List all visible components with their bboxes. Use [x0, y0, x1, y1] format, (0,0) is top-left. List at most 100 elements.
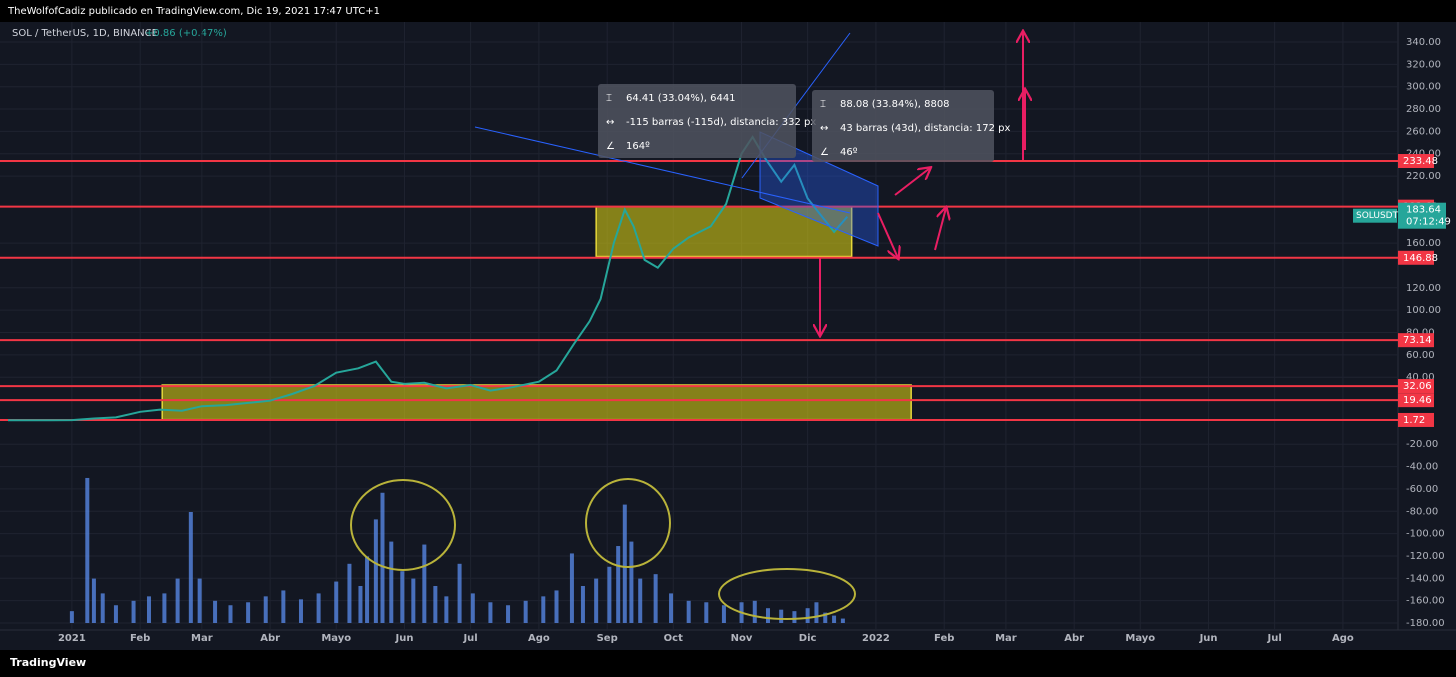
- volume-bar: [213, 600, 218, 623]
- x-tick-label: Jun: [1199, 633, 1218, 644]
- volume-bar: [569, 553, 574, 623]
- volume-bar: [704, 602, 709, 623]
- volume-bar: [146, 596, 151, 623]
- x-tick-label: Jul: [1266, 633, 1281, 644]
- volume-bar: [246, 602, 251, 623]
- volume-bar: [389, 541, 394, 623]
- y-tick-label: -60.00: [1406, 484, 1438, 495]
- volume-bar: [316, 593, 321, 623]
- x-tick-label: Abr: [260, 633, 280, 644]
- volume-bar: [69, 611, 74, 623]
- volume-bar: [607, 566, 612, 623]
- volume-bar: [188, 512, 193, 623]
- level-tag: [1398, 412, 1434, 427]
- volume-bar: [113, 605, 118, 623]
- publisher: TheWolfofCadiz publicado en TradingView.…: [7, 6, 380, 17]
- y-tick-label: -40.00: [1406, 462, 1438, 473]
- x-tick-label: Oct: [664, 633, 683, 644]
- x-tick-label: Mayo: [1125, 633, 1155, 644]
- countdown: 07:12:49: [1406, 217, 1451, 228]
- y-tick-label: -120.00: [1406, 551, 1445, 562]
- measure-box: [812, 90, 994, 162]
- x-tick-label: Dic: [799, 633, 817, 644]
- x-tick-label: Feb: [934, 633, 954, 644]
- volume-bar: [131, 600, 136, 623]
- level-label: 1.72: [1403, 415, 1425, 426]
- x-tick-label: Mar: [995, 633, 1017, 644]
- y-tick-label: 280.00: [1406, 104, 1441, 115]
- y-tick-label: 260.00: [1406, 126, 1441, 137]
- volume-bar: [470, 593, 475, 623]
- volume-bar: [580, 586, 585, 623]
- zone: [595, 205, 853, 258]
- change: +0.86 (+0.47%): [145, 28, 227, 39]
- level-label: 32.06: [1403, 381, 1432, 392]
- highlight: [585, 478, 671, 568]
- price-tag: [1398, 202, 1446, 229]
- level-tag: [1398, 154, 1434, 169]
- volume-bar: [622, 504, 627, 623]
- volume-bar: [653, 574, 658, 623]
- volume-bar: [638, 578, 643, 623]
- volume-bar: [523, 600, 528, 623]
- measure-text: 43 barras (43d), distancia: 172 px: [840, 123, 1010, 134]
- zone: [161, 384, 912, 421]
- level-tag: [1398, 379, 1434, 394]
- x-tick-label: Abr: [1064, 633, 1084, 644]
- measure-box: [598, 84, 796, 158]
- y-tick-label: 340.00: [1406, 37, 1441, 48]
- measure-icon: ⌶: [820, 99, 826, 110]
- arrows: [820, 32, 1025, 335]
- level-label: 233.48: [1403, 156, 1438, 167]
- volume-bar: [347, 563, 352, 623]
- measure-icon: ∠: [606, 141, 615, 152]
- y-tick-label: 40.00: [1406, 372, 1435, 383]
- volume-bar: [594, 578, 599, 623]
- volume-bar: [433, 586, 438, 623]
- volume-bar: [175, 578, 180, 623]
- volume-bar: [334, 581, 339, 623]
- volume-bar: [805, 608, 810, 623]
- y-tick-label: 100.00: [1406, 305, 1441, 316]
- volume-bar: [554, 590, 559, 623]
- volume-bar: [400, 571, 405, 623]
- volume-bar: [263, 596, 268, 623]
- level-label: 146.88: [1403, 253, 1438, 264]
- volume-bar: [365, 556, 370, 623]
- y-tick-label: -20.00: [1406, 439, 1438, 450]
- x-tick-label: Sep: [597, 633, 618, 644]
- volume-bar: [765, 608, 770, 623]
- measure-icon: ↔: [606, 117, 614, 128]
- volume-bar: [814, 602, 819, 623]
- y-tick-label: 320.00: [1406, 59, 1441, 70]
- volume-bar: [541, 596, 546, 623]
- volume-bar: [752, 600, 757, 623]
- symbol-label: SOLUSDT: [1356, 211, 1399, 221]
- volume-bar: [162, 593, 167, 623]
- symbol-tag: [1353, 208, 1397, 223]
- x-tick-label: Mar: [191, 633, 213, 644]
- volume-bar: [616, 546, 621, 623]
- x-tick-label: 2022: [862, 633, 890, 644]
- y-tick-label: -180.00: [1406, 618, 1445, 629]
- x-tick-label: Nov: [731, 633, 753, 644]
- x-tick-label: Ago: [528, 633, 550, 644]
- volume-bar: [100, 593, 105, 623]
- volume-bar: [380, 492, 385, 623]
- volume-bar: [228, 605, 233, 623]
- x-tick-label: Feb: [130, 633, 150, 644]
- y-tick-label: -100.00: [1406, 529, 1445, 540]
- measure-text: 88.08 (33.84%), 8808: [840, 99, 950, 110]
- y-tick-label: -160.00: [1406, 596, 1445, 607]
- volume-bar: [832, 615, 837, 623]
- volume-bar: [686, 600, 691, 623]
- level-tag: [1398, 250, 1434, 265]
- measure-icon: ∠: [820, 147, 829, 158]
- x-tick-label: Jun: [395, 633, 414, 644]
- x-tick-label: Ago: [1332, 633, 1354, 644]
- volume-bar: [91, 578, 96, 623]
- y-tick-label: 160.00: [1406, 238, 1441, 249]
- volume-bar: [629, 541, 634, 623]
- volume-bar: [85, 477, 90, 623]
- volume-bar: [373, 519, 378, 623]
